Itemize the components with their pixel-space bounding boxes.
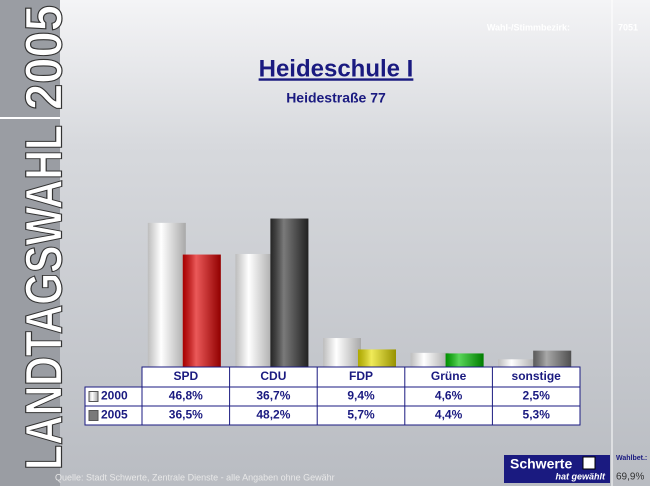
turnout-label: Wahlbet.: (616, 455, 647, 462)
legend-swatch (88, 410, 99, 421)
value-label: 9,4% (347, 389, 375, 403)
value-label: 48,2% (256, 408, 290, 422)
chart-subtitle: Heidestraße 77 (286, 90, 386, 106)
value-label: 4,4% (435, 408, 463, 422)
district: 7051 (618, 22, 638, 32)
turnout: 69,9% (616, 472, 644, 483)
brand: Schwerte (510, 456, 572, 472)
source: Quelle: Stadt Schwerte, Zentrale Dienste… (55, 472, 335, 482)
value-label: 5,7% (347, 408, 375, 422)
brand-crest (582, 456, 596, 470)
bar-shine (270, 218, 309, 367)
bar (410, 352, 449, 367)
chart-title: Heideschule I (259, 55, 414, 82)
bar-shine (358, 349, 396, 367)
value-label: 2,5% (523, 389, 551, 403)
category-label: FDP (349, 369, 373, 383)
bar (498, 359, 537, 367)
bar-shine (533, 350, 572, 367)
bar (147, 222, 186, 367)
bar-shine (182, 254, 221, 367)
tagline: hat gewählt (555, 471, 606, 481)
value-label: 5,3% (523, 408, 551, 422)
bar (235, 253, 274, 367)
category-label: Grüne (431, 369, 467, 383)
value-label: 36,7% (256, 389, 290, 403)
category-label: CDU (260, 369, 286, 383)
value-label: 36,5% (169, 408, 203, 422)
value-label: 46,8% (169, 389, 203, 403)
legend-swatch (88, 391, 99, 402)
district-label: Wahl-/Stimmbezirk: (487, 22, 570, 32)
category-label: sonstige (512, 369, 562, 383)
sidebar (0, 0, 60, 486)
value-label: 4,6% (435, 389, 463, 403)
table-bg (141, 366, 581, 426)
sidebar-title: LANDTAGSWAHL (16, 125, 74, 470)
bar-shine (445, 353, 484, 367)
bar (323, 338, 361, 367)
legend-label: 2005 (101, 408, 128, 422)
category-label: SPD (173, 369, 198, 383)
sidebar-year: 2005 (16, 5, 74, 110)
legend-label: 2000 (101, 389, 128, 403)
